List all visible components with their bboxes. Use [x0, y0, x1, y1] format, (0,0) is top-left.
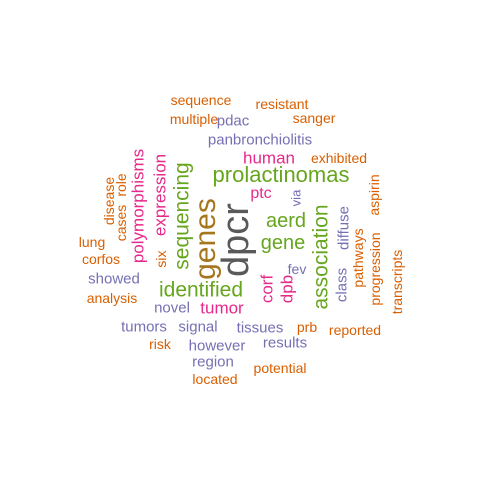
word-tissues: tissues: [236, 319, 284, 337]
word-six: six: [153, 250, 169, 268]
word-sanger: sanger: [292, 110, 336, 126]
word-polymorphisms: polymorphisms: [128, 148, 148, 264]
word-aerd: aerd: [265, 210, 307, 232]
word-identified: identified: [158, 278, 244, 302]
word-gene: gene: [260, 232, 306, 254]
word-novel: novel: [154, 299, 190, 317]
word-prolactinomas: prolactinomas: [212, 162, 350, 187]
word-genes: genes: [189, 198, 222, 280]
word-sequencing: sequencing: [170, 162, 194, 270]
word-multiple: multiple: [169, 111, 219, 127]
word-pdac: pdac: [216, 112, 250, 130]
word-aspirin: aspirin: [366, 174, 382, 216]
word-progression: progression: [367, 232, 383, 306]
word-results: results: [262, 334, 308, 352]
word-resistant: resistant: [255, 96, 309, 112]
word-class: class: [333, 267, 351, 303]
word-risk: risk: [149, 336, 171, 352]
word-tumor: tumor: [200, 298, 244, 318]
word-tumors: tumors: [121, 318, 167, 336]
word-located: located: [192, 371, 238, 387]
word-dpcr: dpcr: [215, 203, 257, 277]
word-panbronchiolitis: panbronchiolitis: [207, 131, 313, 149]
word-prb: prb: [296, 319, 318, 335]
word-corf: corf: [257, 274, 277, 304]
word-showed: showed: [88, 270, 140, 288]
word-ptc: ptc: [250, 185, 272, 202]
word-via: via: [288, 189, 304, 207]
word-expression: expression: [150, 153, 170, 237]
word-lung: lung: [78, 234, 106, 250]
word-role: role: [113, 173, 129, 197]
word-potential: potential: [253, 360, 307, 376]
word-transcripts: transcripts: [389, 249, 405, 315]
word-association: association: [309, 204, 333, 310]
word-sequence: sequence: [170, 92, 232, 108]
word-region: region: [192, 353, 234, 371]
word-however: however: [188, 337, 246, 355]
word-exhibited: exhibited: [310, 150, 368, 166]
word-pathways: pathways: [350, 228, 366, 288]
word-human: human: [243, 148, 295, 168]
word-signal: signal: [178, 318, 218, 336]
word-cases: cases: [113, 204, 129, 242]
word-fev: fev: [287, 261, 307, 277]
word-reported: reported: [328, 322, 382, 338]
word-dpb: dpb: [277, 274, 297, 304]
word-analysis: analysis: [86, 290, 138, 306]
word-corfos: corfos: [81, 251, 121, 267]
